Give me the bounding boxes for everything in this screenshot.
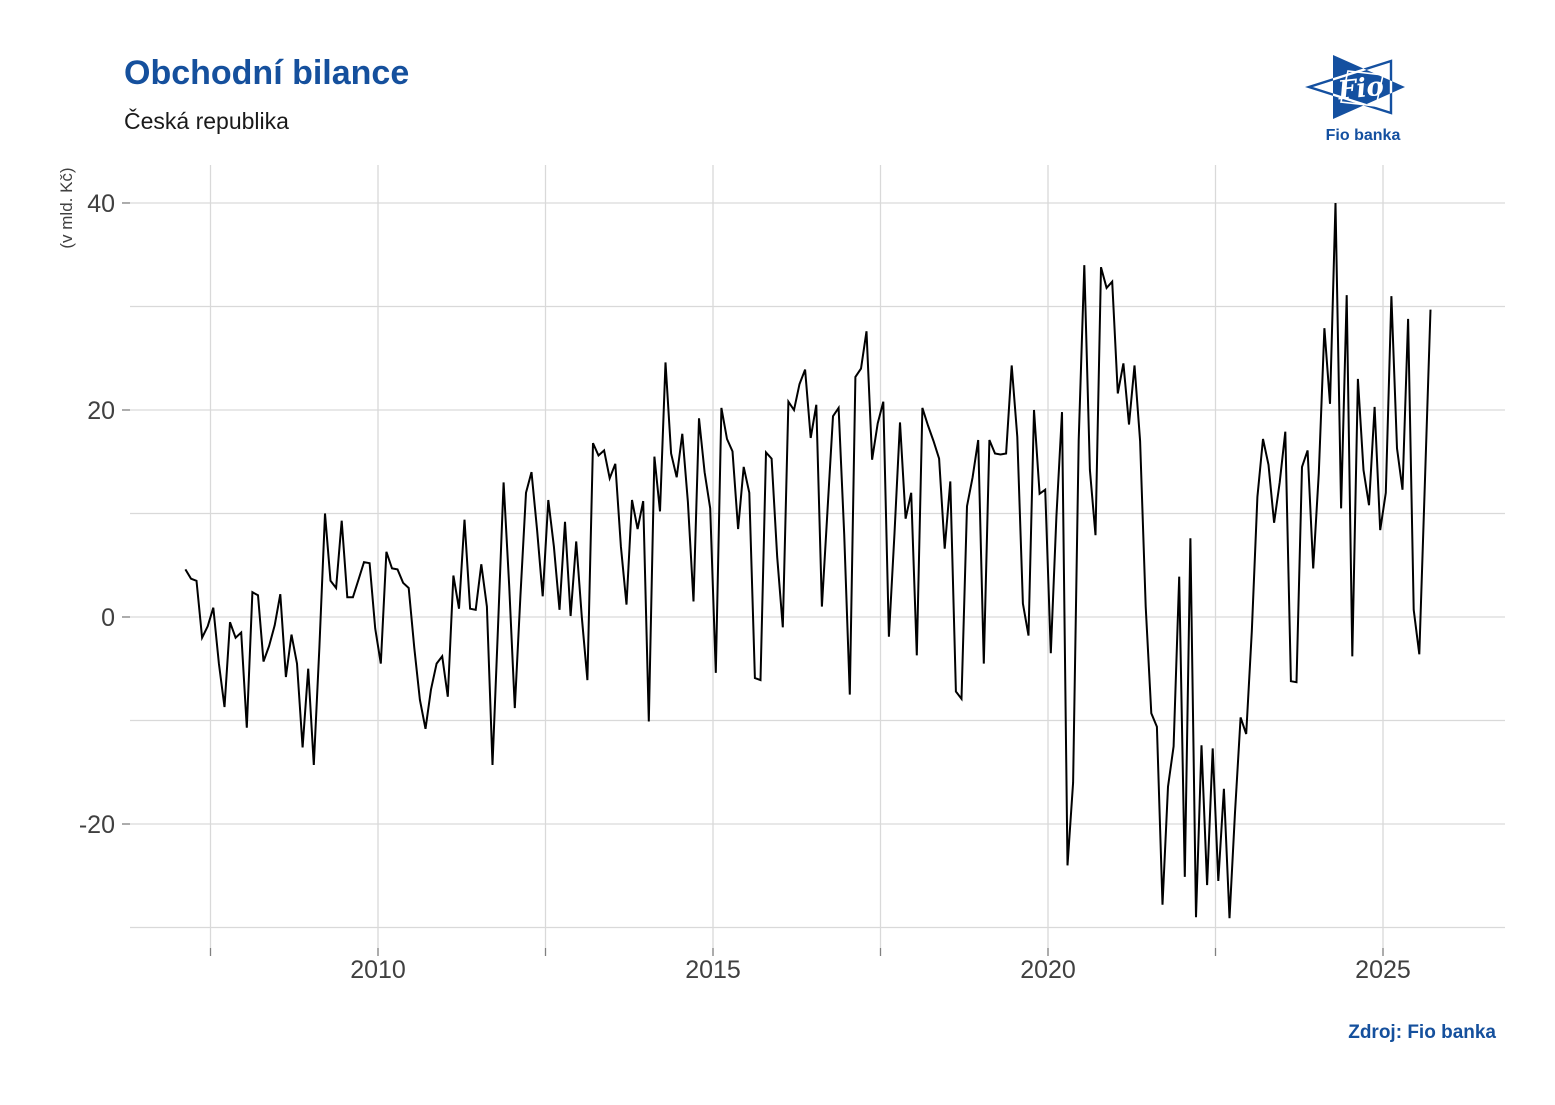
chart-title: Obchodní bilance bbox=[124, 54, 410, 92]
x-tick-label: 2025 bbox=[1355, 956, 1411, 984]
trade-balance-line bbox=[184, 202, 1432, 919]
series bbox=[184, 202, 1432, 919]
fio-logo-outline-overlap bbox=[1333, 59, 1393, 115]
fio-logo-frame bbox=[1340, 70, 1384, 107]
fio-logo: Fio Fio banka bbox=[1305, 55, 1405, 144]
x-axis-tick-labels: 2010 2015 2020 2025 bbox=[350, 956, 1411, 984]
fio-logo-mark-text: Fio bbox=[1336, 72, 1386, 107]
y-axis-title: (v mld. Kč) bbox=[57, 167, 76, 248]
gridlines bbox=[130, 165, 1505, 948]
axis-ticks bbox=[122, 202, 1384, 956]
y-tick-label: 0 bbox=[101, 604, 115, 632]
y-tick-label: -20 bbox=[79, 811, 115, 839]
y-tick-label: 20 bbox=[87, 397, 115, 425]
chart-subtitle: Česká republika bbox=[124, 108, 289, 134]
x-tick-label: 2015 bbox=[685, 956, 741, 984]
y-tick-label: 40 bbox=[87, 190, 115, 218]
x-tick-label: 2010 bbox=[350, 956, 406, 984]
source-credit: Zdroj: Fio banka bbox=[1348, 1022, 1496, 1043]
y-axis-tick-labels: 40 20 0 -20 bbox=[79, 190, 115, 839]
fio-logo-caption: Fio banka bbox=[1326, 127, 1401, 144]
x-tick-label: 2020 bbox=[1020, 956, 1076, 984]
